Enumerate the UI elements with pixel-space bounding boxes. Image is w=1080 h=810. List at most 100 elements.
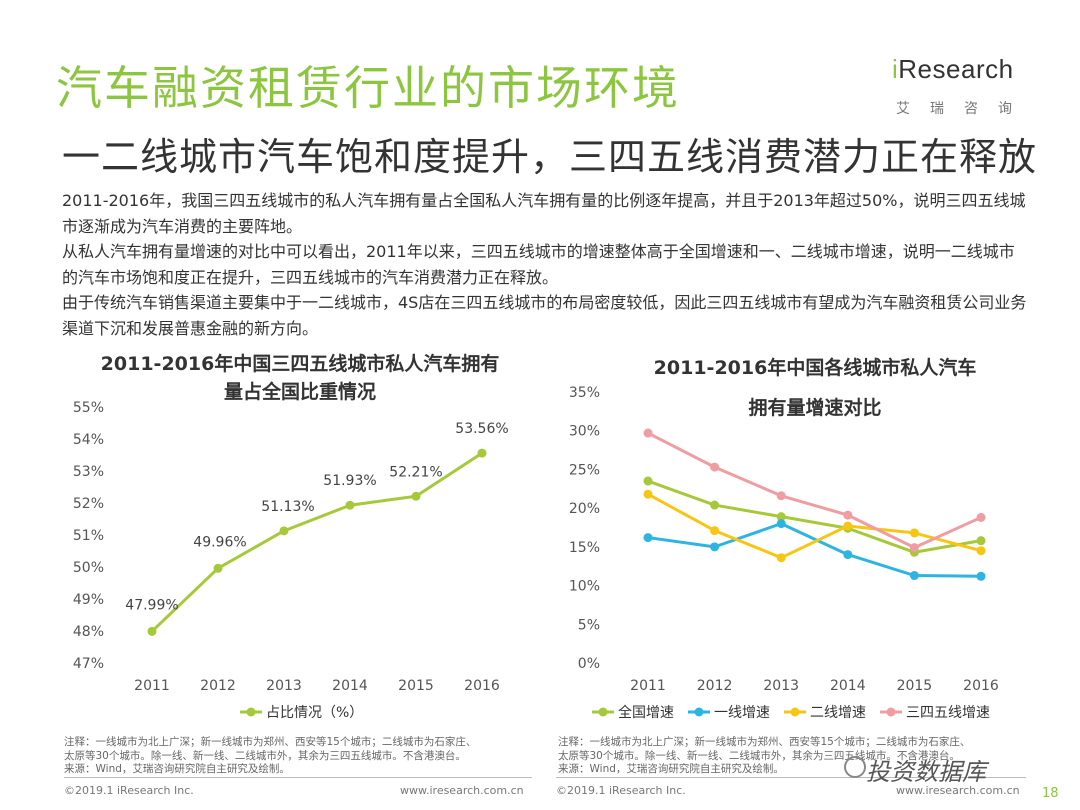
legend-label: 二线增速 xyxy=(810,705,866,721)
legend-swatch-marker xyxy=(598,707,608,717)
y-tick-label: 52% xyxy=(73,496,104,512)
left-chart-title-line-1: 2011-2016年中国三四五线城市私人汽车拥有 xyxy=(100,353,500,375)
paragraph-1: 2011-2016年，我国三四五线城市的私人汽车拥有量占全国私人汽车拥有量的比例… xyxy=(62,191,1026,236)
right-chart-title: 2011-2016年中国各线城市私人汽车 拥有量增速对比 xyxy=(600,348,1030,428)
y-tick-label: 47% xyxy=(73,656,104,672)
left-chart-title-line-2: 量占全国比重情况 xyxy=(223,381,376,403)
data-point xyxy=(776,519,786,529)
logo-research: Research xyxy=(898,54,1014,84)
legend-label: 三四五线增速 xyxy=(906,705,990,721)
left-note-line: 太原等30个城市。除一线、新一线、二线城市外，其余为三四五线城市。不含港澳台。 xyxy=(64,749,466,762)
data-point xyxy=(776,491,786,501)
series-line-3 xyxy=(647,492,982,560)
y-tick-label: 30% xyxy=(569,424,600,440)
series-line-2 xyxy=(647,522,982,578)
intro-text: 2011-2016年，我国三四五线城市的私人汽车拥有量占全国私人汽车拥有量的比例… xyxy=(62,188,1030,341)
legend-label: 占比情况（%） xyxy=(266,705,363,721)
left-chart-title: 2011-2016年中国三四五线城市私人汽车拥有 量占全国比重情况 xyxy=(60,350,540,406)
left-notes: 注释：一线城市为北上广深；新一线城市为郑州、西安等15个城市；二线城市为石家庄、… xyxy=(64,736,544,777)
y-tick-label: 51% xyxy=(73,528,104,544)
x-tick-label: 2014 xyxy=(332,678,368,694)
legend-swatch-marker xyxy=(246,707,256,717)
y-tick-label: 15% xyxy=(569,540,600,556)
right-note-line: 注释：一线城市为北上广深；新一线城市为郑州、西安等15个城市；二线城市为石家庄、 xyxy=(558,736,971,748)
wechat-icon xyxy=(844,756,866,778)
y-tick-label: 53% xyxy=(73,464,104,480)
left-note-line: 注释：一线城市为北上广深；新一线城市为郑州、西安等15个城市；二线城市为石家庄、 xyxy=(64,736,477,748)
x-tick-label: 2011 xyxy=(134,678,170,694)
y-tick-label: 0% xyxy=(578,656,600,672)
data-point xyxy=(213,563,223,573)
series-line-1 xyxy=(647,479,982,554)
data-point xyxy=(279,526,289,536)
data-point xyxy=(643,428,653,438)
y-tick-label: 54% xyxy=(73,432,104,448)
right-chart-title-line-2: 拥有量增速对比 xyxy=(748,397,882,419)
x-tick-label: 2012 xyxy=(200,678,236,694)
data-label: 53.56% xyxy=(455,421,508,437)
logo-i: i xyxy=(892,54,899,84)
y-tick-label: 49% xyxy=(73,592,104,608)
data-point xyxy=(710,500,720,510)
iresearch-logo: iResearch 艾瑞咨询 xyxy=(888,54,1028,124)
data-point xyxy=(909,528,919,538)
y-tick-label: 35% xyxy=(569,385,600,401)
x-tick-label: 2016 xyxy=(963,678,999,694)
data-point xyxy=(643,489,653,499)
series-line-1 xyxy=(150,451,483,633)
data-point xyxy=(147,626,157,636)
data-point xyxy=(710,526,720,536)
y-tick-label: 25% xyxy=(569,462,600,478)
data-label: 49.96% xyxy=(193,534,246,550)
footer-copyright-left: ©2019.1 iResearch Inc. xyxy=(64,784,194,797)
legend-swatch-marker xyxy=(790,707,800,717)
y-tick-label: 48% xyxy=(73,624,104,640)
legend-swatch-marker xyxy=(886,707,896,717)
left-note-line: 来源：Wind，艾瑞咨询研究院自主研究及绘制。 xyxy=(64,763,290,775)
footer-copyright-right: ©2019.1 iResearch Inc. xyxy=(556,784,686,797)
y-tick-label: 50% xyxy=(73,560,104,576)
page-subtitle: 一二线城市汽车饱和度提升，三四五线消费潜力正在释放 xyxy=(62,135,1038,179)
data-point xyxy=(843,550,853,560)
data-label: 51.13% xyxy=(261,499,314,515)
legend-label: 一线增速 xyxy=(714,705,770,721)
data-point xyxy=(643,476,653,486)
series-line-4 xyxy=(647,431,982,550)
data-point xyxy=(776,553,786,563)
x-tick-label: 2016 xyxy=(464,678,500,694)
x-tick-label: 2013 xyxy=(266,678,302,694)
x-tick-label: 2015 xyxy=(398,678,434,694)
legend-swatch-marker xyxy=(694,707,704,717)
footer-url-right: www.iresearch.com.cn xyxy=(896,784,1020,797)
logo-wordmark: iResearch xyxy=(892,54,1014,85)
footer-url-left: www.iresearch.com.cn xyxy=(400,784,524,797)
data-point xyxy=(345,500,355,510)
data-point xyxy=(976,512,986,522)
data-point xyxy=(710,542,720,552)
data-point xyxy=(643,533,653,543)
data-point xyxy=(976,536,986,546)
page-number: 18 xyxy=(1042,786,1059,801)
y-tick-label: 10% xyxy=(569,579,600,595)
data-point xyxy=(710,462,720,472)
data-point xyxy=(976,546,986,556)
logo-chinese: 艾瑞咨询 xyxy=(896,101,1032,117)
data-label: 51.93% xyxy=(323,473,376,489)
x-tick-label: 2014 xyxy=(830,678,866,694)
x-tick-label: 2013 xyxy=(763,678,799,694)
y-tick-label: 20% xyxy=(569,501,600,517)
paragraph-3: 由于传统汽车销售渠道主要集中于一二线城市，4S店在三四五线城市的布局密度较低，因… xyxy=(62,293,1027,338)
y-tick-label: 5% xyxy=(578,617,600,633)
data-point xyxy=(776,512,786,522)
legend-label: 全国增速 xyxy=(618,704,674,721)
watermark: 投资数据库 xyxy=(866,758,986,786)
data-point xyxy=(909,571,919,581)
data-point xyxy=(976,571,986,581)
data-point xyxy=(843,510,853,520)
page-title: 汽车融资租赁行业的市场环境 xyxy=(56,61,680,115)
data-label: 47.99% xyxy=(125,597,178,613)
y-tick-label: 55% xyxy=(73,400,104,416)
data-point xyxy=(909,543,919,553)
right-note-line: 来源：Wind，艾瑞咨询研究院自主研究及绘制。 xyxy=(558,763,784,775)
